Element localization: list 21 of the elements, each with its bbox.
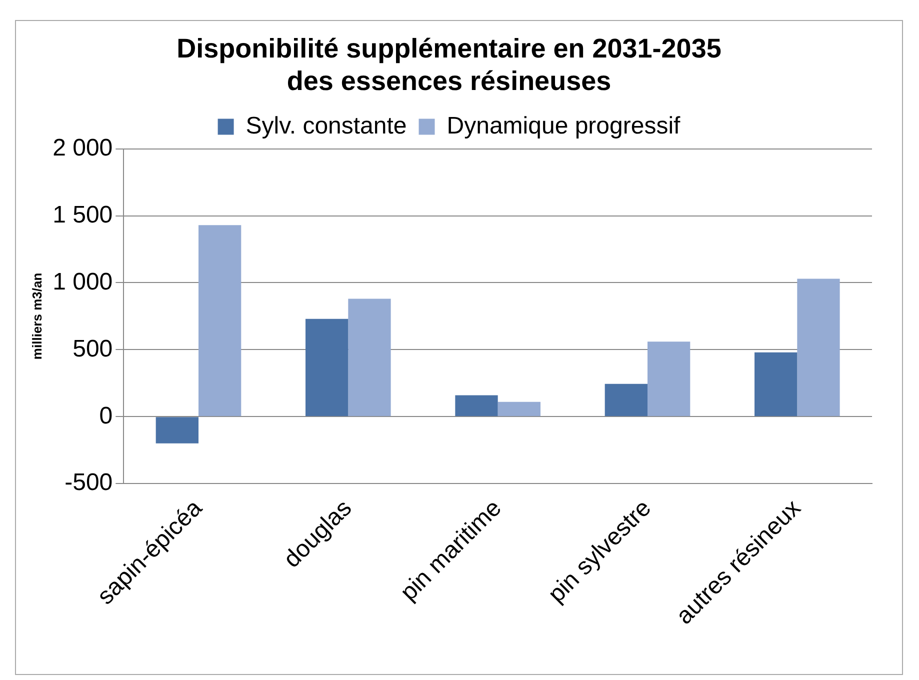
y-tick-label: 1 000	[52, 268, 113, 296]
bar	[754, 352, 798, 416]
bar	[348, 298, 391, 416]
bar	[647, 342, 690, 416]
y-tick-label: 2 000	[52, 134, 113, 162]
y-tick-label: 0	[99, 402, 113, 430]
y-axis-title: milliers m3/an	[29, 272, 44, 360]
text: Disponibilité supplémentaire en 2031-2035	[176, 34, 722, 64]
bar	[498, 402, 540, 416]
legend-label: Dynamique progressif	[446, 112, 681, 140]
bar	[156, 417, 198, 444]
bar	[198, 225, 242, 416]
legend-label: Sylv. constante	[246, 112, 407, 140]
text: des essences résineuses	[286, 66, 612, 96]
bar	[455, 395, 498, 416]
y-tick-label: 500	[72, 335, 113, 362]
bar	[604, 384, 648, 416]
y-tick-label: -500	[64, 469, 113, 496]
y-tick-label: 1 500	[52, 201, 113, 228]
bar	[306, 318, 348, 416]
bar	[797, 278, 840, 416]
